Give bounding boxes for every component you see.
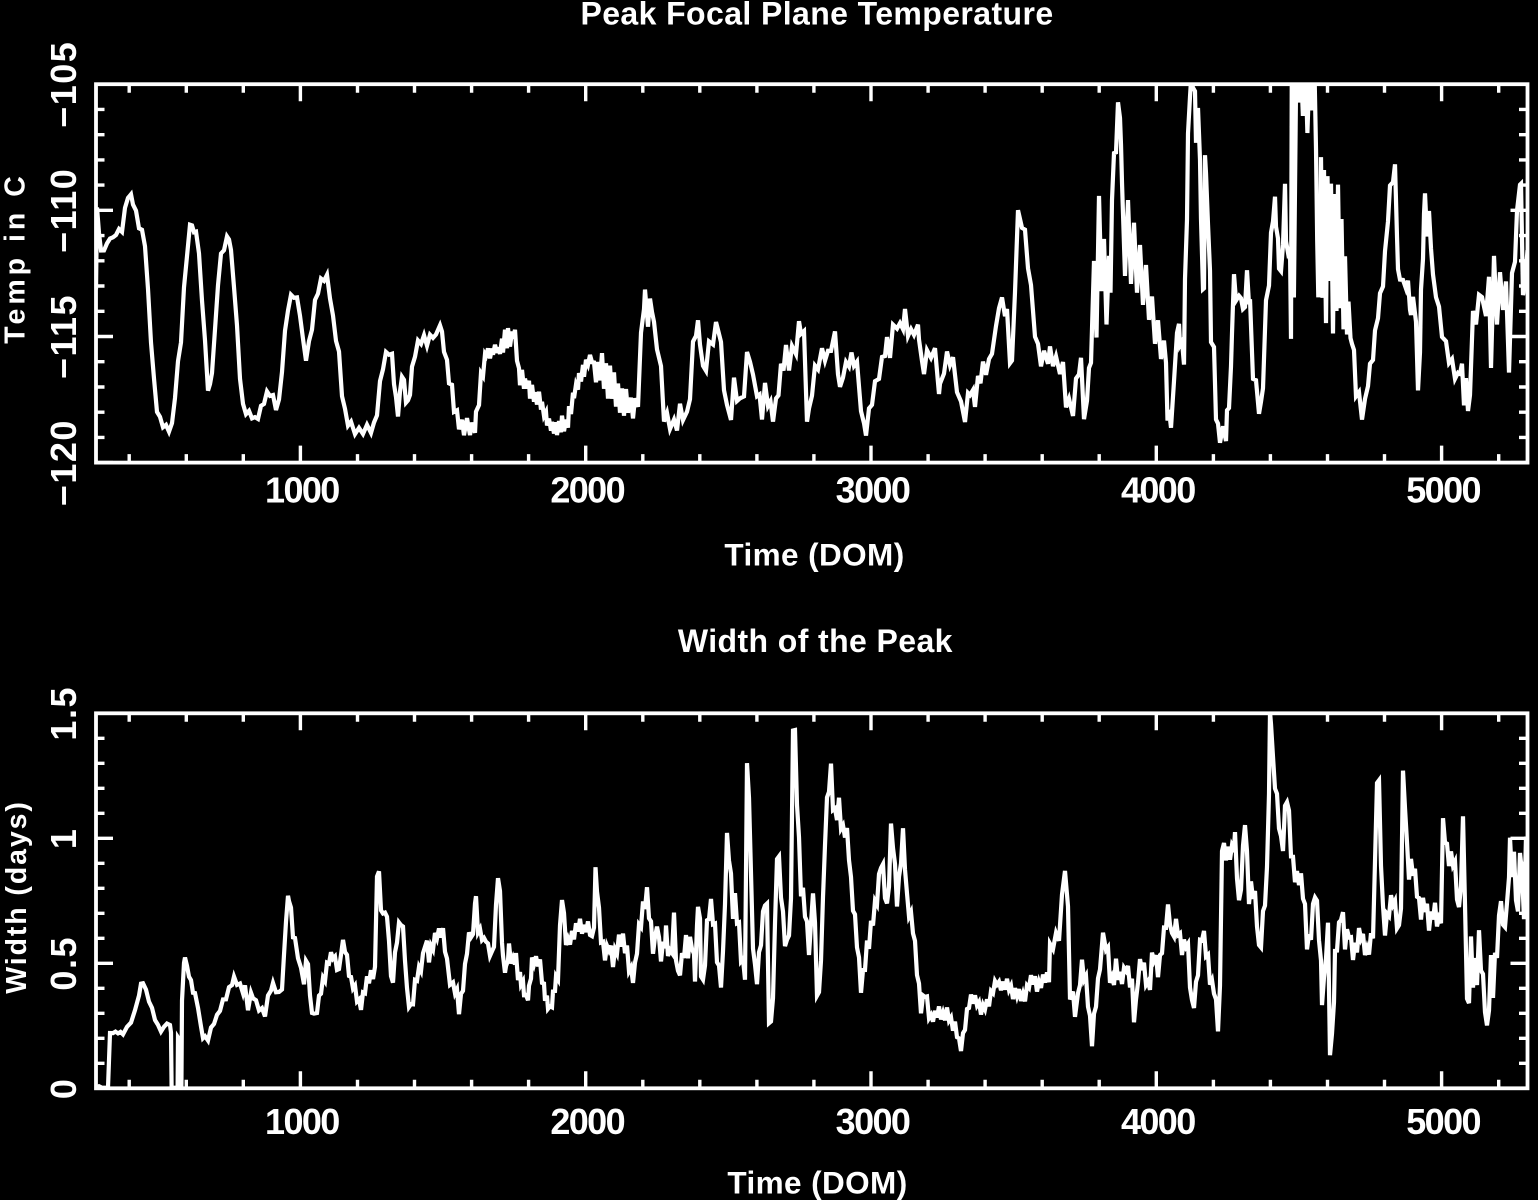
svg-text:1: 1 (43, 828, 84, 850)
svg-text:4000: 4000 (1121, 1101, 1195, 1142)
svg-text:4000: 4000 (1121, 470, 1195, 511)
svg-text:3000: 3000 (836, 1101, 910, 1142)
svg-text:1000: 1000 (265, 1101, 339, 1142)
svg-text:2000: 2000 (550, 470, 624, 511)
svg-text:5000: 5000 (1406, 1101, 1480, 1142)
svg-text:Time (DOM): Time (DOM) (724, 537, 904, 573)
svg-text:−120: −120 (43, 419, 84, 506)
svg-text:−110: −110 (43, 168, 84, 253)
svg-text:Temp in C: Temp in C (0, 172, 32, 344)
svg-text:Width of the Peak: Width of the Peak (678, 623, 953, 659)
svg-text:Width (days): Width (days) (1, 800, 33, 994)
svg-text:−105: −105 (43, 41, 84, 128)
svg-text:−115: −115 (43, 294, 84, 379)
svg-text:0: 0 (43, 1078, 84, 1100)
svg-text:1000: 1000 (265, 470, 339, 511)
svg-text:2000: 2000 (550, 1101, 624, 1142)
svg-text:3000: 3000 (836, 470, 910, 511)
svg-text:5000: 5000 (1406, 470, 1480, 511)
svg-text:1.5: 1.5 (43, 686, 84, 741)
svg-text:0.5: 0.5 (43, 936, 84, 991)
svg-text:Peak Focal Plane Temperature: Peak Focal Plane Temperature (580, 0, 1053, 32)
svg-text:Time (DOM): Time (DOM) (727, 1165, 907, 1200)
